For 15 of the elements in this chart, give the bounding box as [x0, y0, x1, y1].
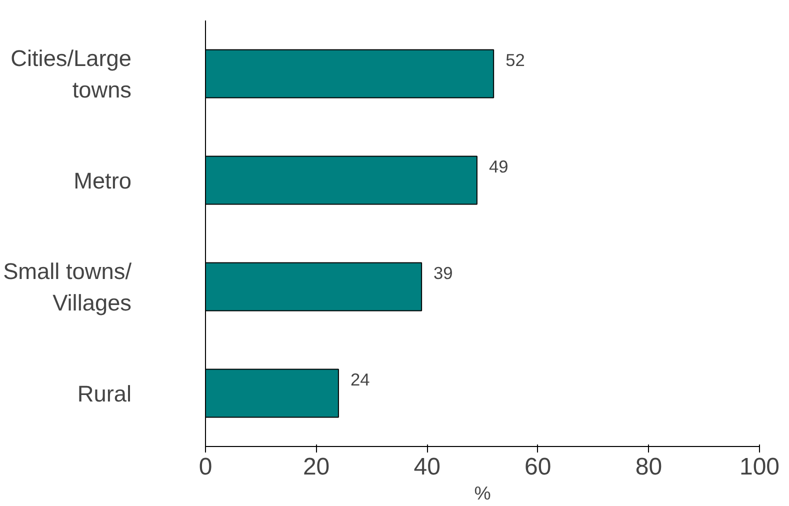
y-tick-label: Rural — [77, 380, 132, 406]
y-tick-label: Metro — [74, 167, 132, 194]
x-tick-label: 40 — [414, 454, 440, 480]
data-label: 39 — [434, 262, 453, 283]
y-tick-label: Cities/Large towns — [10, 45, 132, 102]
data-label: 52 — [506, 50, 525, 70]
x-tick-label: 60 — [524, 454, 552, 480]
data-label: 24 — [350, 369, 370, 390]
data-label: 49 — [488, 156, 508, 176]
x-tick-label: 0 — [198, 454, 212, 480]
x-tick-label: 80 — [635, 454, 662, 480]
x-tick-label: 100 — [739, 454, 780, 480]
x-axis-title: % — [474, 482, 491, 504]
x-tick-label: 20 — [302, 454, 330, 480]
y-tick-label: Small towns/ Villages — [3, 258, 132, 316]
